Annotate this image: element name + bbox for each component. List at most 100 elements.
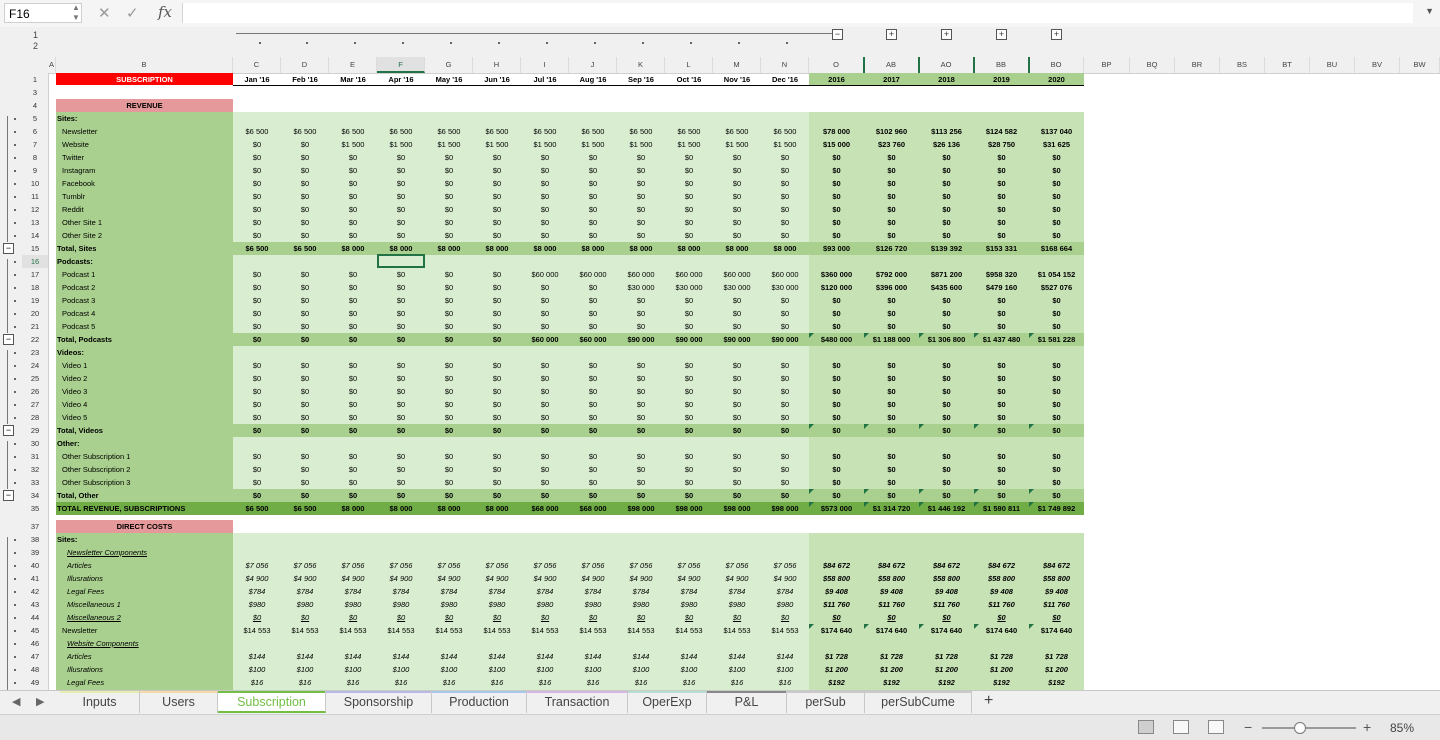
row-header[interactable]: 42: [30, 587, 40, 596]
row-label[interactable]: Total, Sites: [57, 244, 97, 253]
value-cell[interactable]: $0: [832, 413, 841, 422]
value-cell[interactable]: $0: [252, 400, 262, 409]
value-cell[interactable]: $90 000: [675, 335, 703, 344]
row-label[interactable]: Newsletter: [62, 127, 98, 136]
value-cell[interactable]: $0: [348, 283, 358, 292]
value-cell[interactable]: $0: [588, 387, 598, 396]
prev-sheet-icon[interactable]: ◀: [12, 696, 21, 708]
value-cell[interactable]: $126 720: [875, 244, 908, 253]
column-header-k[interactable]: K: [617, 57, 665, 73]
zoom-level[interactable]: 85%: [1390, 721, 1415, 735]
row-label[interactable]: Videos:: [57, 348, 84, 357]
value-cell[interactable]: $0: [942, 413, 951, 422]
value-cell[interactable]: $0: [396, 270, 406, 279]
value-cell[interactable]: $0: [396, 478, 406, 487]
value-cell[interactable]: $0: [942, 179, 951, 188]
row-label[interactable]: Sites:: [57, 114, 78, 123]
collapse-columns-button[interactable]: −: [832, 29, 843, 40]
value-cell[interactable]: $792 000: [875, 270, 908, 279]
value-cell[interactable]: $1 200: [880, 665, 903, 674]
value-cell[interactable]: $0: [997, 205, 1006, 214]
row-header[interactable]: 10: [30, 179, 40, 188]
row-label[interactable]: Other Subscription 1: [62, 452, 131, 461]
value-cell[interactable]: $60 000: [579, 270, 607, 279]
row-label[interactable]: Other Site 1: [62, 218, 103, 227]
value-cell[interactable]: $0: [780, 309, 790, 318]
row-label[interactable]: Tumblr: [62, 192, 86, 201]
value-cell[interactable]: $8 000: [629, 244, 653, 253]
value-cell[interactable]: $0: [252, 231, 262, 240]
value-cell[interactable]: $0: [684, 361, 694, 370]
value-cell[interactable]: $6 500: [485, 127, 509, 136]
value-cell[interactable]: $100: [440, 665, 458, 674]
row-header[interactable]: 47: [30, 652, 40, 661]
value-cell[interactable]: $168 664: [1040, 244, 1073, 253]
row-header[interactable]: 49: [30, 678, 40, 687]
value-cell[interactable]: $0: [997, 452, 1006, 461]
collapse-rows-button[interactable]: −: [3, 490, 14, 501]
value-cell[interactable]: $60 000: [531, 335, 559, 344]
zoom-slider-knob[interactable]: [1294, 722, 1306, 734]
value-cell[interactable]: $0: [300, 413, 310, 422]
value-cell[interactable]: $144: [344, 652, 362, 661]
value-cell[interactable]: $0: [588, 205, 598, 214]
value-cell[interactable]: $0: [588, 478, 598, 487]
row-label[interactable]: Other Site 2: [62, 231, 103, 240]
value-cell[interactable]: $0: [942, 452, 951, 461]
value-cell[interactable]: $1 728: [1045, 652, 1068, 661]
value-cell[interactable]: $0: [300, 205, 310, 214]
value-cell[interactable]: $0: [492, 465, 502, 474]
row-label[interactable]: Podcasts:: [57, 257, 93, 266]
value-cell[interactable]: $0: [540, 192, 550, 201]
value-cell[interactable]: $144: [248, 652, 266, 661]
value-cell[interactable]: $0: [540, 413, 550, 422]
row-header[interactable]: 41: [30, 574, 40, 583]
row-header[interactable]: 39: [30, 548, 40, 557]
value-cell[interactable]: $980: [248, 600, 266, 609]
value-cell[interactable]: $0: [1052, 613, 1061, 622]
value-cell[interactable]: $0: [1052, 205, 1061, 214]
row-header[interactable]: 38: [30, 535, 40, 544]
value-cell[interactable]: $100: [632, 665, 650, 674]
value-cell[interactable]: $0: [444, 296, 454, 305]
value-cell[interactable]: $0: [540, 231, 550, 240]
value-cell[interactable]: $0: [444, 491, 454, 500]
value-cell[interactable]: $0: [997, 387, 1006, 396]
value-cell[interactable]: $0: [492, 192, 502, 201]
value-cell[interactable]: $6 500: [341, 127, 365, 136]
value-cell[interactable]: $7 056: [389, 561, 413, 570]
value-cell[interactable]: $0: [732, 478, 742, 487]
value-cell[interactable]: $0: [492, 335, 502, 344]
value-cell[interactable]: $0: [588, 309, 598, 318]
value-cell[interactable]: $0: [780, 231, 790, 240]
value-cell[interactable]: $0: [1052, 296, 1061, 305]
value-cell[interactable]: $0: [396, 400, 406, 409]
section-header[interactable]: REVENUE: [126, 101, 163, 110]
value-cell[interactable]: $0: [684, 153, 694, 162]
period-header[interactable]: Feb '16: [292, 75, 318, 84]
value-cell[interactable]: $9 408: [825, 587, 848, 596]
value-cell[interactable]: $0: [1052, 426, 1061, 435]
value-cell[interactable]: $0: [492, 400, 502, 409]
value-cell[interactable]: $980: [392, 600, 410, 609]
value-cell[interactable]: $31 625: [1042, 140, 1071, 149]
value-cell[interactable]: $1 500: [341, 140, 365, 149]
column-header-e[interactable]: E: [329, 57, 377, 73]
value-cell[interactable]: $784: [728, 587, 746, 596]
column-header-bv[interactable]: BV: [1355, 57, 1400, 73]
row-header[interactable]: 14: [30, 231, 40, 240]
row-header[interactable]: 17: [30, 270, 40, 279]
value-cell[interactable]: $174 640: [930, 626, 963, 635]
value-cell[interactable]: $14 553: [243, 626, 271, 635]
value-cell[interactable]: $0: [832, 387, 841, 396]
value-cell[interactable]: $6 500: [245, 504, 269, 513]
value-cell[interactable]: $0: [300, 374, 310, 383]
value-cell[interactable]: $0: [942, 205, 951, 214]
value-cell[interactable]: $14 553: [483, 626, 511, 635]
value-cell[interactable]: $0: [444, 374, 454, 383]
value-cell[interactable]: $0: [444, 205, 454, 214]
value-cell[interactable]: $784: [248, 587, 266, 596]
value-cell[interactable]: $120 000: [820, 283, 853, 292]
value-cell[interactable]: $0: [348, 400, 358, 409]
row-label[interactable]: Podcast 3: [62, 296, 96, 305]
